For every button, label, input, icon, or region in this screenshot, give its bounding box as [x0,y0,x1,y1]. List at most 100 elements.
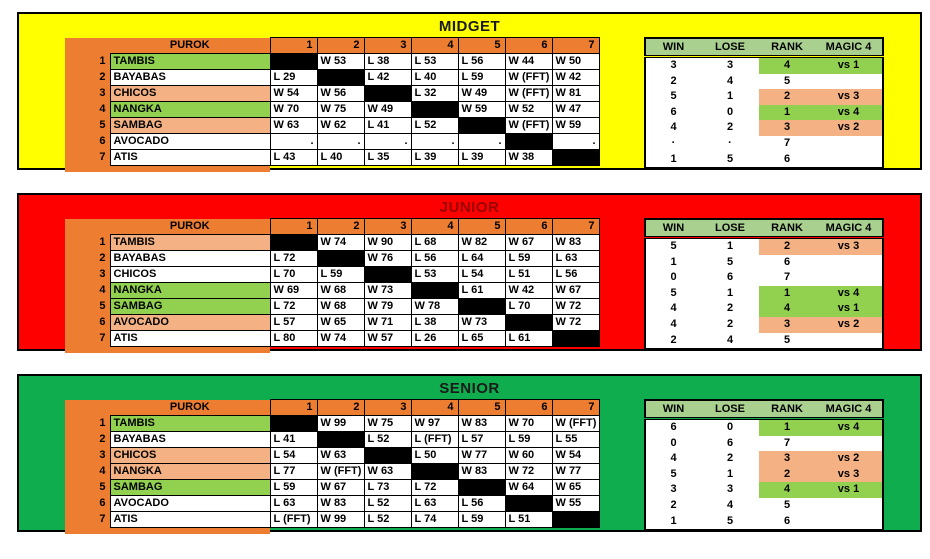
team-name: SAMBAG [109,479,271,496]
lose-value: 4 [701,497,759,514]
lose-value: 5 [701,513,759,531]
result-cell: L 29 [269,69,318,86]
result-cell: L 68 [410,234,459,251]
team-name: NANGKA [109,463,271,480]
result-cell: W (FFT) [504,85,553,102]
result-cell: L 63 [551,250,600,267]
result-cell: W 53 [316,53,365,70]
result-cell: W 75 [316,101,365,118]
lose-header: LOSE [701,219,759,239]
result-cell: W 72 [551,314,600,331]
rank-value: 5 [758,497,816,514]
team-number: 2 [65,250,110,267]
win-value: 6 [644,104,702,121]
magic4-value [815,270,883,286]
summary-row: 5 1 1 vs 4 [644,285,883,302]
rank-value: 1 [758,285,816,302]
result-cell: W 42 [551,69,600,86]
result-cell: . [316,133,365,150]
magic4-value: vs 1 [815,482,883,498]
result-cell: L 59 [316,266,365,283]
summary-row: · · 7 [644,135,883,152]
result-cell: W 38 [504,149,553,166]
summary-row: 6 0 1 vs 4 [644,104,883,121]
win-value: 5 [644,89,702,105]
result-cell: L (FFT) [269,511,318,528]
magic4-header: MAGIC 4 [815,38,883,58]
result-cell: W 64 [504,479,553,496]
result-cell: W 90 [363,234,412,251]
rank-value: 6 [758,254,816,271]
rank-value: 6 [758,151,816,169]
rank-value: 5 [758,332,816,350]
result-cell: W 81 [551,85,600,102]
lose-value: 0 [701,104,759,121]
result-cell: L 59 [504,431,553,448]
result-cell: . [551,133,600,150]
result-cell: W 52 [504,101,553,118]
result-cell: W 49 [457,85,506,102]
result-cell: W 65 [551,479,600,496]
result-cell: W 59 [551,117,600,134]
result-cell: W 97 [410,415,459,432]
rank-value: 2 [758,466,816,483]
team-row: 2 BAYABAS L 29 L 42 L 40 L 59 W (FFT) W 42 [65,69,600,86]
magic4-value: vs 2 [815,120,883,136]
round-header: 3 [363,399,412,416]
result-cell: L 55 [551,431,600,448]
round-header: 4 [410,37,459,54]
rank-value: 7 [758,435,816,452]
diagonal-cell [269,415,318,432]
result-cell: W 99 [316,415,365,432]
result-cell: L 72 [410,479,459,496]
result-cell: W (FFT) [551,415,600,432]
rank-header: RANK [758,219,816,239]
result-cell: W 73 [457,314,506,331]
result-cell: L 39 [457,149,506,166]
result-cell: L 80 [269,330,318,347]
result-cell: W 83 [551,234,600,251]
summary-table: WIN LOSE RANK MAGIC 4 3 3 4 vs 1 2 4 5 5 1 2 vs 3 6 0 1 vs… [643,37,884,170]
result-cell: L 56 [457,495,506,512]
team-number: 2 [65,69,110,86]
round-header: 6 [504,218,553,235]
result-cell: L 42 [363,69,412,86]
result-cell: W 60 [504,447,553,464]
team-name: CHICOS [109,85,271,102]
result-cell: L 64 [457,250,506,267]
round-header: 2 [316,37,365,54]
magic4-value [815,151,883,169]
magic4-value [815,497,883,514]
win-header: WIN [644,400,702,420]
summary-row: 6 0 1 vs 4 [644,418,883,436]
team-name: TAMBIS [109,53,271,70]
team-row: 3 CHICOS W 54 W 56 L 32 W 49 W (FFT) W 81 [65,85,600,102]
team-row: 2 BAYABAS L 72 W 76 L 56 L 64 L 59 L 63 [65,250,600,267]
team-row: 2 BAYABAS L 41 L 52 L (FFT) L 57 L 59 L 55 [65,431,600,448]
result-cell: L (FFT) [410,431,459,448]
summary-row: 3 3 4 vs 1 [644,482,883,498]
team-name: TAMBIS [109,234,271,251]
rank-value: 5 [758,73,816,90]
round-header: 7 [551,218,600,235]
round-header: 2 [316,399,365,416]
team-name: AVOCADO [109,314,271,331]
result-cell: W 75 [363,415,412,432]
team-number: 3 [65,447,110,464]
result-cell: L 41 [269,431,318,448]
section-title: JUNIOR [439,199,500,216]
win-value: · [644,135,702,152]
result-cell: W 83 [316,495,365,512]
magic4-value [815,513,883,531]
team-name: BAYABAS [109,69,271,86]
result-cell: W 42 [504,282,553,299]
round-header: 5 [457,37,506,54]
team-name: SAMBAG [109,298,271,315]
rank-value: 3 [758,120,816,136]
section-title: MIDGET [438,18,501,35]
result-cell: L 63 [410,495,459,512]
magic4-value [815,135,883,152]
magic4-value [815,254,883,271]
